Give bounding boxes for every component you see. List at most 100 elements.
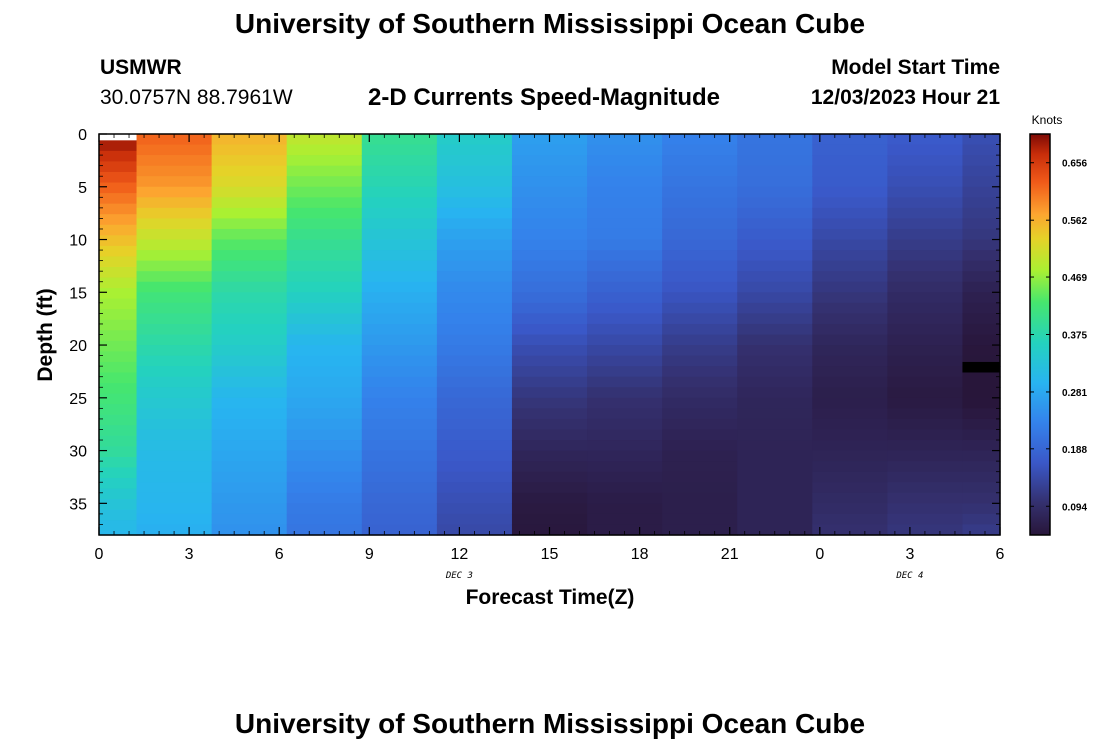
heatmap-cell (812, 218, 888, 230)
heatmap-cell (211, 207, 288, 220)
heatmap-cell (136, 197, 213, 209)
x-tick-label: 0 (95, 546, 104, 563)
heatmap-cell (737, 429, 813, 441)
heatmap-cell (662, 492, 738, 504)
heatmap-cell (587, 408, 663, 420)
heatmap-cell (511, 281, 588, 293)
heatmap-cell (812, 165, 888, 177)
heatmap-cell (136, 207, 213, 220)
heatmap-cell (286, 461, 363, 473)
heatmap-cell (887, 271, 964, 283)
heatmap-cell (211, 408, 288, 420)
heatmap-cell (737, 366, 813, 378)
heatmap-cell (436, 218, 513, 230)
y-tick-label: 30 (69, 444, 87, 461)
heatmap-cell (887, 429, 964, 441)
heatmap-cell (136, 513, 213, 526)
heatmap-cell (511, 461, 588, 473)
heatmap-cell (436, 134, 513, 146)
heatmap-cell (436, 345, 513, 357)
heatmap-cell (887, 397, 964, 409)
heatmap-cell (436, 397, 513, 409)
y-tick-label: 25 (69, 391, 87, 408)
heatmap-cell (286, 450, 363, 462)
heatmap-cell (662, 397, 738, 409)
heatmap-cell (436, 376, 513, 388)
heatmap-cell (211, 239, 288, 251)
heatmap-cell (962, 228, 1001, 241)
heatmap-cell (136, 387, 213, 399)
heatmap-cell (211, 250, 288, 262)
heatmap-cell (436, 228, 513, 241)
heatmap-cell (436, 440, 513, 452)
heatmap-cell (211, 165, 288, 177)
heatmap-cell (361, 334, 438, 346)
heatmap-cell (136, 524, 213, 536)
heatmap-cell (99, 277, 138, 289)
heatmap-cell (962, 323, 1001, 336)
station-name: USMWR (100, 56, 182, 79)
heatmap-cell (99, 372, 138, 384)
heatmap-cell (662, 408, 738, 420)
heatmap-cell (99, 319, 138, 331)
y-tick-label: 20 (69, 338, 87, 355)
heatmap-cell (737, 302, 813, 314)
heatmap-cell (99, 383, 138, 395)
heatmap-cell (136, 313, 213, 325)
heatmap-cell (436, 186, 513, 198)
heatmap-cell (737, 345, 813, 357)
heatmap-cell (436, 513, 513, 526)
heatmap-cell (511, 355, 588, 367)
heatmap-cell (962, 176, 1001, 188)
heatmap-cell (211, 302, 288, 314)
heatmap-cell (286, 418, 363, 431)
heatmap-cell (136, 334, 213, 346)
heatmap-cell (211, 376, 288, 388)
heatmap-cell (812, 408, 888, 420)
heatmap-cell (436, 503, 513, 515)
heatmap-cell (887, 387, 964, 399)
y-tick-label: 10 (69, 233, 87, 250)
heatmap-cell (587, 218, 663, 230)
heatmap-cell (962, 144, 1001, 156)
heatmap-cell (286, 176, 363, 188)
heatmap-cell (662, 271, 738, 283)
heatmap-cell (887, 218, 964, 230)
heatmap-cell (962, 281, 1001, 293)
heatmap-cell (887, 524, 964, 536)
heatmap-cell (286, 228, 363, 241)
heatmap-cell (361, 144, 438, 156)
heatmap-cell (887, 250, 964, 262)
y-axis-label: Depth (ft) (34, 288, 57, 381)
y-tick-label: 35 (69, 496, 87, 513)
heatmap-cell (812, 186, 888, 198)
heatmap-cell (812, 429, 888, 441)
heatmap-cell (737, 250, 813, 262)
heatmap-cell (511, 334, 588, 346)
heatmap-cell (361, 281, 438, 293)
heatmap-cell (211, 228, 288, 241)
heatmap-cell (812, 503, 888, 515)
heatmap-cell (662, 482, 738, 494)
heatmap-cell (511, 471, 588, 483)
heatmap-cell (361, 165, 438, 177)
heatmap-cell (286, 471, 363, 483)
heatmap-cell (737, 186, 813, 198)
heatmap-cell (887, 292, 964, 304)
heatmap-cell (962, 271, 1001, 283)
heatmap-cell (737, 355, 813, 367)
heatmap-cell (887, 155, 964, 167)
heatmap-cell (286, 260, 363, 272)
heatmap-cell (136, 429, 213, 441)
heatmap-cell (136, 281, 213, 293)
x-tick-label: 6 (996, 546, 1005, 563)
heatmap-cell (887, 302, 964, 314)
heatmap-cell (737, 292, 813, 304)
heatmap-cell (286, 408, 363, 420)
heatmap-cell (436, 492, 513, 504)
heatmap-cell (211, 461, 288, 473)
heatmap-cell (737, 134, 813, 146)
heatmap-cell (962, 292, 1001, 304)
heatmap-cell (99, 214, 138, 226)
